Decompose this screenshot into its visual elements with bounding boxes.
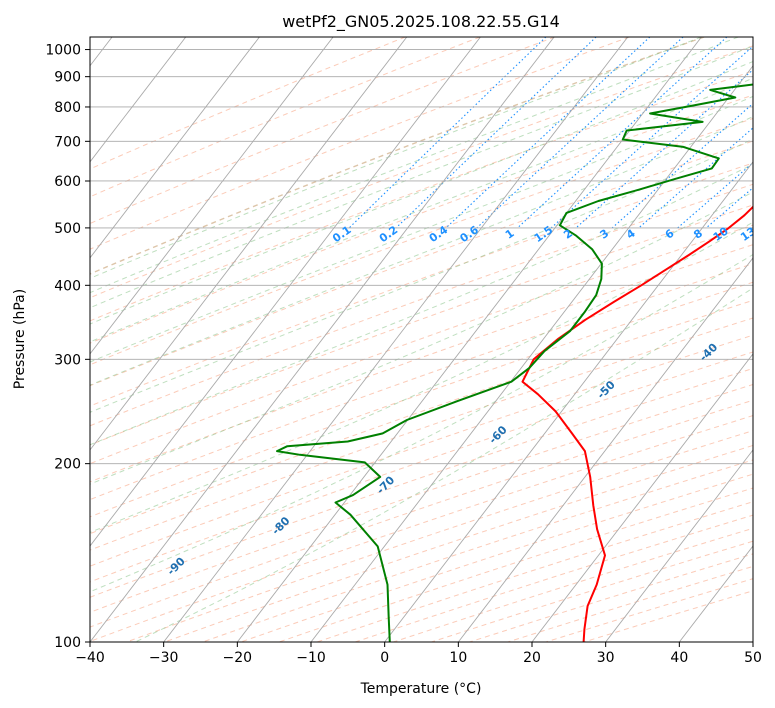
x-tick-label: 50 (744, 650, 762, 666)
isotherm-line (531, 353, 753, 642)
y-tick-label: 500 (54, 221, 81, 237)
x-axis: −40 −30 −20 −10 0 10 20 30 40 50 (75, 642, 762, 666)
plot-frame (89, 36, 754, 643)
y-axis-title: Pressure (hPa) (12, 289, 28, 389)
isotherm-line (90, 37, 187, 163)
x-tick-label: −20 (223, 650, 253, 666)
moist-adiabat (90, 253, 753, 593)
mixing-ratio-lines (348, 37, 753, 229)
isotherm-line (163, 37, 629, 642)
dry-adiabat (90, 281, 753, 518)
y-tick-label: 1000 (45, 43, 81, 59)
mixing-ratio-line (550, 45, 753, 229)
isotherm-line (384, 161, 753, 642)
dewpoint-line (276, 83, 753, 642)
isotherm-line (90, 37, 555, 642)
dry-adiabat (90, 37, 481, 198)
y-tick-label: 900 (54, 70, 81, 86)
dry-adiabat (90, 37, 555, 225)
x-tick-label: 30 (597, 650, 615, 666)
skewed-isotherms (90, 37, 753, 642)
y-tick-label: 100 (54, 635, 81, 651)
y-tick-label: 700 (54, 134, 81, 150)
dry-adiabat (90, 37, 630, 250)
dry-adiabat (90, 317, 753, 551)
moist-adiabat (90, 116, 753, 386)
dry-adiabat (90, 183, 753, 427)
x-tick-label: 40 (670, 650, 688, 666)
y-tick-label: 400 (54, 278, 81, 294)
isotherm-line (310, 65, 753, 642)
mixing-ratio-line (517, 37, 728, 229)
mixing-ratio-line (348, 37, 547, 229)
x-tick-label: −40 (75, 650, 105, 666)
y-tick-label: 800 (54, 100, 81, 116)
dry-adiabat (90, 383, 753, 613)
x-tick-label: 0 (380, 650, 389, 666)
moist-adiabat (90, 95, 753, 363)
dry-adiabat (90, 140, 753, 387)
moist-adiabat (90, 163, 753, 446)
dry-adiabat (90, 162, 753, 407)
dry-adiabat (90, 334, 753, 567)
x-tick-label: 10 (449, 650, 467, 666)
isotherm-line (457, 257, 753, 642)
dry-adiabat (90, 45, 753, 299)
y-axis: 100 200 300 400 500 600 700 800 900 1000 (45, 43, 90, 651)
chart-title: wetPf2_GN05.2025.108.22.55.G14 (282, 12, 560, 32)
y-tick-label: 600 (54, 174, 81, 190)
isotherm-line (90, 37, 408, 451)
mixing-ratio-line (445, 37, 651, 229)
y-tick-label: 200 (54, 457, 81, 473)
dry-adiabat (90, 367, 753, 598)
moist-adiabats (90, 37, 753, 642)
series-lines (276, 83, 753, 642)
isotherm-line (90, 37, 260, 259)
moist-adiabat (90, 191, 753, 485)
y-tick-label: 300 (54, 352, 81, 368)
moist-adiabat (90, 60, 753, 325)
moist-adiabat (90, 37, 702, 279)
moist-adiabat (90, 45, 753, 309)
isotherm-line (90, 37, 334, 355)
x-tick-label: −10 (296, 650, 326, 666)
x-tick-label: −30 (149, 650, 179, 666)
mixing-ratio-line (638, 127, 753, 229)
moist-adiabat (135, 287, 753, 642)
dry-adiabat (90, 37, 705, 275)
dry-adiabat (90, 117, 753, 366)
x-tick-label: 20 (523, 650, 541, 666)
isotherm-line (90, 37, 481, 547)
isotherm-line (605, 449, 753, 642)
temperature-line (521, 205, 753, 642)
x-axis-title: Temperature (°C) (360, 681, 482, 697)
dry-adiabat (90, 224, 753, 465)
